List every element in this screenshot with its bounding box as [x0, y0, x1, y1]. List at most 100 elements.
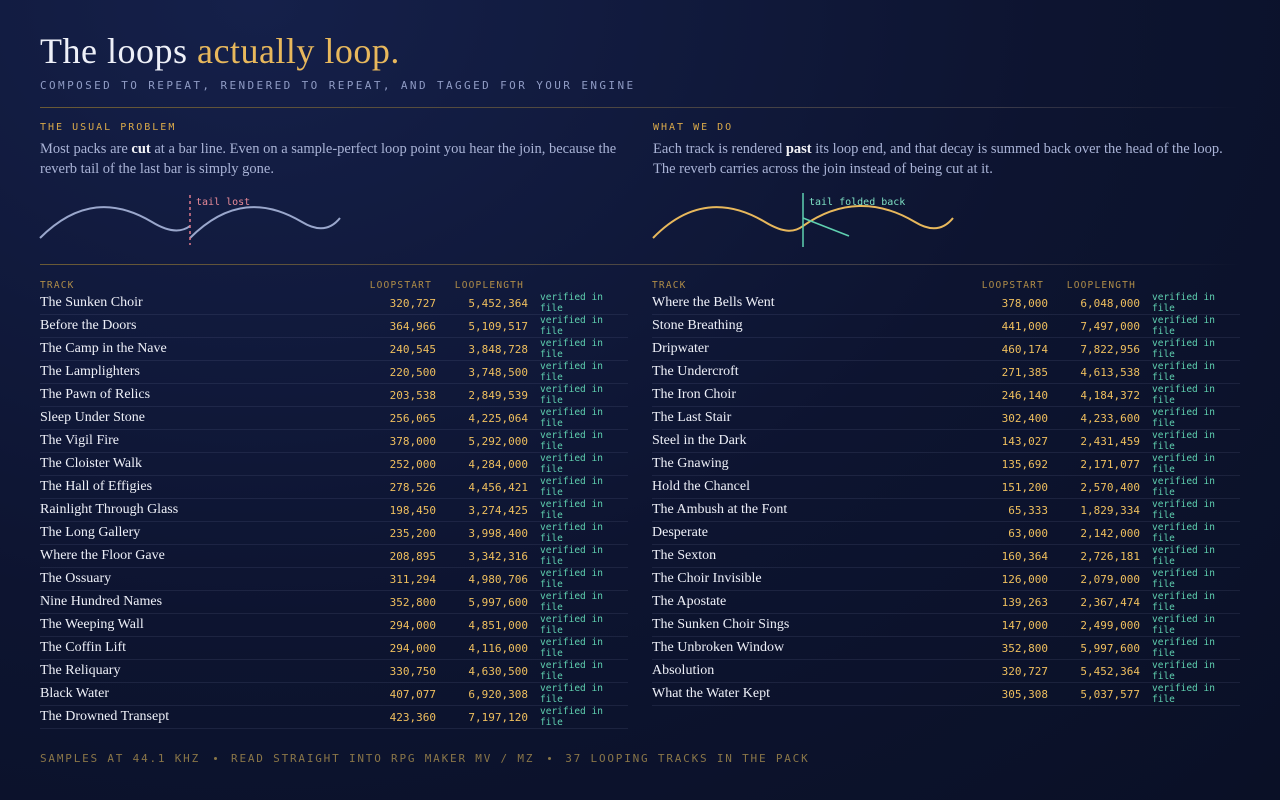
track-row: The Cloister Walk 252,000 4,284,000 verifie… — [40, 453, 628, 476]
track-row: Rainlight Through Glass 198,450 3,274,425 v… — [40, 499, 628, 522]
status: verified in file — [1152, 683, 1215, 705]
loop-start: 126,000 — [1001, 572, 1048, 586]
track-name: The Hall of Effigies — [40, 479, 153, 494]
loop-length: 5,452,364 — [1080, 664, 1140, 678]
loop-start: 256,065 — [389, 411, 436, 425]
track-name: Where the Bells Went — [652, 295, 775, 310]
track-name: Before the Doors — [40, 318, 137, 333]
subtitle: COMPOSED TO REPEAT, RENDERED TO REPEAT, … — [40, 79, 636, 92]
track-name: Stone Breathing — [652, 318, 743, 333]
track-row: Steel in the Dark 143,027 2,431,459 verifie… — [652, 430, 1240, 453]
track-row: Stone Breathing 441,000 7,497,000 verified … — [652, 315, 1240, 338]
loop-start: 330,750 — [389, 664, 436, 678]
track-name: Steel in the Dark — [652, 433, 747, 448]
diagram-label: tail lost — [196, 197, 250, 208]
emphasis: cut — [131, 141, 151, 157]
track-row: The Choir Invisible 126,000 2,079,000 verif… — [652, 568, 1240, 591]
status: verified in file — [540, 453, 603, 475]
track-name: The Ossuary — [40, 571, 112, 586]
status: verified in file — [540, 315, 603, 337]
loop-length: 2,849,539 — [468, 388, 528, 402]
status: verified in file — [1152, 637, 1215, 659]
track-name: Where the Floor Gave — [40, 548, 165, 563]
loop-start: 203,538 — [389, 388, 436, 402]
track-row: Nine Hundred Names 352,800 5,997,600 verifi… — [40, 591, 628, 614]
track-row: The Lamplighters 220,500 3,748,500 verified… — [40, 361, 628, 384]
track-row: The Camp in the Nave 240,545 3,848,728 veri… — [40, 338, 628, 361]
track-name: The Lamplighters — [40, 364, 140, 379]
column-header: TRACK — [652, 279, 687, 291]
loop-length: 4,116,000 — [468, 641, 528, 655]
track-name: The Gnawing — [652, 456, 729, 471]
divider — [40, 107, 1240, 108]
status: verified in file — [1152, 660, 1215, 682]
loop-start: 378,000 — [1001, 296, 1048, 310]
status: verified in file — [540, 361, 603, 383]
loop-start: 352,800 — [1001, 641, 1048, 655]
loop-length: 3,748,500 — [468, 365, 528, 379]
track-row: The Ossuary 311,294 4,980,706 verified in f… — [40, 568, 628, 591]
track-name: The Sunken Choir Sings — [652, 617, 790, 632]
track-name: The Drowned Transept — [40, 709, 170, 724]
footer-item: SAMPLES AT 44.1 KHZ — [40, 752, 201, 765]
track-name: Sleep Under Stone — [40, 410, 145, 425]
wave — [39, 206, 191, 239]
loop-length: 4,233,600 — [1080, 411, 1140, 425]
status: verified in file — [540, 660, 603, 682]
track-name: Black Water — [40, 686, 109, 701]
column-header: LOOPSTART — [981, 279, 1044, 291]
title-accent: actually loop. — [196, 31, 400, 71]
track-row: The Weeping Wall 294,000 4,851,000 verified… — [40, 614, 628, 637]
track-name: The Undercroft — [652, 364, 739, 379]
status: verified in file — [540, 568, 603, 590]
status: verified in file — [1152, 338, 1215, 360]
status: verified in file — [1152, 361, 1215, 383]
status: verified in file — [1152, 407, 1215, 429]
section-text: Most packs are cut at a bar line. Even o… — [40, 139, 630, 179]
track-name: The Sunken Choir — [40, 295, 143, 310]
track-name: The Cloister Walk — [40, 456, 143, 471]
track-row: The Reliquary 330,750 4,630,500 verified in… — [40, 660, 628, 683]
loop-length: 7,497,000 — [1080, 319, 1140, 333]
track-name: The Reliquary — [40, 663, 121, 678]
loop-length: 2,142,000 — [1080, 526, 1140, 540]
status: verified in file — [540, 292, 603, 314]
loop-length: 3,274,425 — [468, 503, 528, 517]
track-row: The Pawn of Relics 203,538 2,849,539 verifi… — [40, 384, 628, 407]
status: verified in file — [1152, 614, 1215, 636]
track-name: What the Water Kept — [652, 686, 770, 701]
track-name: The Unbroken Window — [652, 640, 785, 655]
diagram-label: tail folded back — [809, 197, 905, 208]
track-name: The Pawn of Relics — [40, 387, 151, 402]
track-row: Black Water 407,077 6,920,308 verified in f… — [40, 683, 628, 706]
loop-start: 65,333 — [1008, 503, 1048, 517]
track-row: The Sunken Choir 320,727 5,452,364 verified… — [40, 292, 628, 315]
loop-start: 364,966 — [389, 319, 436, 333]
problem-section: THE USUAL PROBLEM Most packs are cut at … — [40, 122, 630, 179]
status: verified in file — [1152, 545, 1215, 567]
loop-length: 5,037,577 — [1080, 687, 1140, 701]
separator — [214, 757, 218, 760]
loop-start: 143,027 — [1001, 434, 1048, 448]
loop-length: 4,284,000 — [468, 457, 528, 471]
loop-length: 3,342,316 — [468, 549, 528, 563]
text: Most packs are — [40, 141, 128, 157]
title-plain: The loops — [40, 31, 188, 71]
status: verified in file — [540, 591, 603, 613]
status: verified in file — [540, 430, 603, 452]
loop-length: 4,851,000 — [468, 618, 528, 632]
track-table: TRACK LOOPSTART LOOPLENGTH Where the Bells … — [652, 278, 1240, 706]
track-row: The Undercroft 271,385 4,613,538 verified i… — [652, 361, 1240, 384]
loop-start: 294,000 — [389, 618, 436, 632]
status: verified in file — [1152, 292, 1215, 314]
track-name: Dripwater — [652, 341, 709, 356]
loop-start: 423,360 — [389, 710, 436, 724]
status: verified in file — [540, 338, 603, 360]
track-name: The Choir Invisible — [652, 571, 762, 586]
track-name: Hold the Chancel — [652, 479, 750, 494]
loop-length: 5,452,364 — [468, 296, 528, 310]
status: verified in file — [540, 545, 603, 567]
status: verified in file — [540, 706, 603, 728]
